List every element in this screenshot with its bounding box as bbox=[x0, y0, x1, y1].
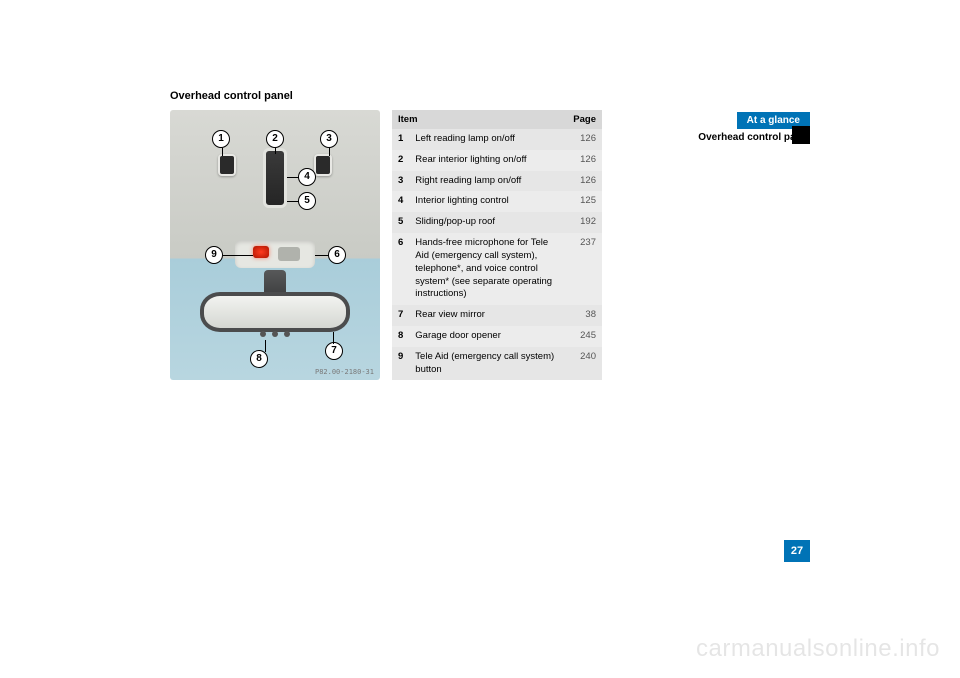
page-number: 27 bbox=[784, 540, 810, 562]
callout-7: 7 bbox=[325, 342, 343, 360]
table-row: 1 Left reading lamp on/off 126 bbox=[392, 129, 602, 150]
page-content: Overhead control panel 1 2 3 bbox=[170, 90, 790, 380]
callout-1: 1 bbox=[212, 130, 230, 148]
table-row: 2 Rear interior lighting on/off 126 bbox=[392, 150, 602, 171]
table-row: 4 Interior lighting control 125 bbox=[392, 191, 602, 212]
watermark: carmanualsonline.info bbox=[696, 635, 940, 663]
center-switch-block bbox=[263, 148, 287, 208]
callout-8: 8 bbox=[250, 350, 268, 368]
table-row: 9 Tele Aid (emergency call system) butto… bbox=[392, 347, 602, 381]
callout-4: 4 bbox=[298, 168, 316, 186]
callout-5: 5 bbox=[298, 192, 316, 210]
th-page: Page bbox=[567, 110, 602, 129]
content-row: 1 2 3 4 5 6 7 8 9 P82.00-2180-31 bbox=[170, 110, 790, 380]
callout-3: 3 bbox=[320, 130, 338, 148]
switch-right bbox=[314, 154, 332, 176]
rear-view-mirror bbox=[200, 292, 350, 332]
overhead-panel-diagram: 1 2 3 4 5 6 7 8 9 P82.00-2180-31 bbox=[170, 110, 380, 380]
callout-2: 2 bbox=[266, 130, 284, 148]
header-black-marker bbox=[792, 126, 810, 144]
sos-light-icon bbox=[253, 246, 269, 258]
table-row: 5 Sliding/pop-up roof 192 bbox=[392, 212, 602, 233]
table-row: 6 Hands-free microphone for Tele Aid (em… bbox=[392, 233, 602, 305]
mic-grill-icon bbox=[278, 247, 300, 261]
th-item: Item bbox=[392, 110, 567, 129]
callout-6: 6 bbox=[328, 246, 346, 264]
diagram-code: P82.00-2180-31 bbox=[315, 368, 374, 376]
section-title: Overhead control panel bbox=[170, 90, 790, 102]
table-row: 7 Rear view mirror 38 bbox=[392, 305, 602, 326]
items-table: Item Page 1 Left reading lamp on/off 126… bbox=[392, 110, 602, 380]
mic-sos-area bbox=[235, 240, 315, 268]
switch-left bbox=[218, 154, 236, 176]
table-body: 1 Left reading lamp on/off 126 2 Rear in… bbox=[392, 129, 602, 380]
table-row: 3 Right reading lamp on/off 126 bbox=[392, 171, 602, 192]
garage-door-buttons bbox=[260, 331, 290, 337]
callout-9: 9 bbox=[205, 246, 223, 264]
table-row: 8 Garage door opener 245 bbox=[392, 326, 602, 347]
